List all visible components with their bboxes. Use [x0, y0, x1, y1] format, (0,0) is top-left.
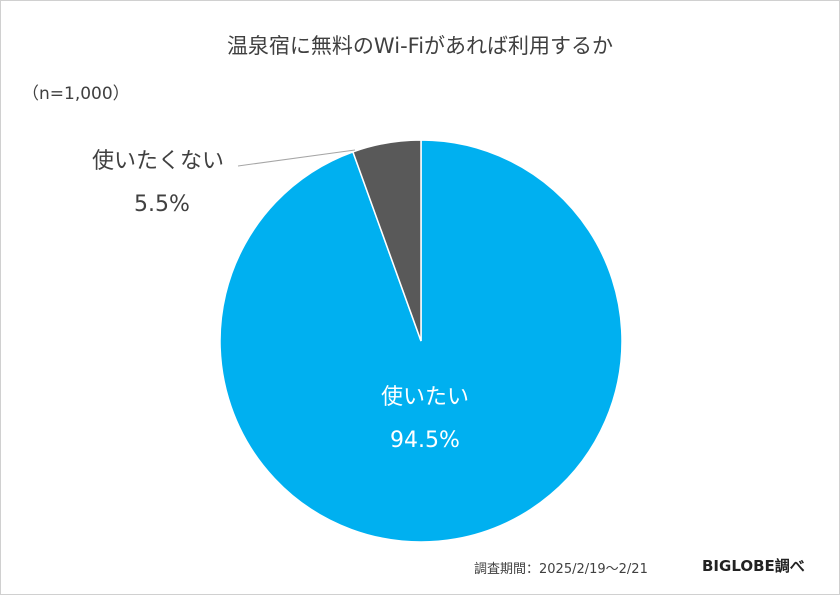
chart-title: 温泉宿に無料のWi-Fiがあれば利用するか [226, 34, 614, 58]
slice-value-not-use: 5.5% [134, 192, 190, 217]
source-brand: BIGLOBE調べ [702, 557, 805, 575]
slice-label-use: 使いたい [380, 385, 469, 410]
slice-label-not-use: 使いたくない [92, 149, 225, 174]
sample-size-note: （n=1,000） [22, 84, 130, 104]
pie-slice-not-use [351, 139, 422, 342]
slice-value-use: 94.5% [390, 428, 460, 453]
survey-period: 調査期間：2025/2/19～2/21 [474, 562, 648, 577]
leader-line [237, 149, 356, 167]
